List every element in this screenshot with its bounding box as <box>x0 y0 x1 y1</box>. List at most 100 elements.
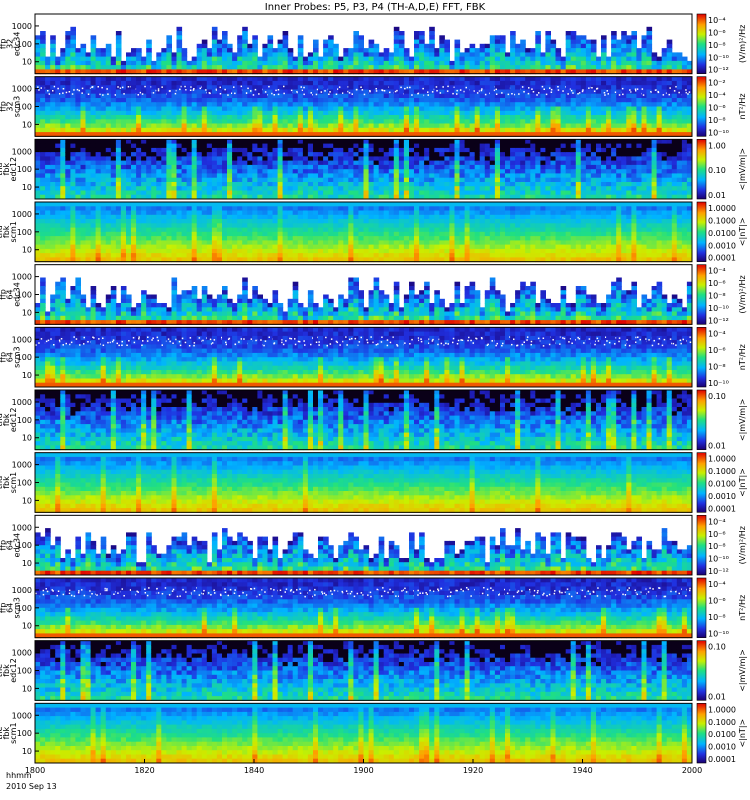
y-tick-label: 10 <box>22 559 32 568</box>
colorbar-tick-label: 10⁻¹⁰ <box>708 379 729 388</box>
colorbar-tick-label: 10⁻⁴ <box>708 517 726 526</box>
y-tick-label: 10 <box>22 684 32 693</box>
ylabel-line: tha <box>0 37 1 50</box>
colorbar-tick-label: 10⁻⁴ <box>708 267 726 276</box>
y-tick-label: 10 <box>22 246 32 255</box>
panel-ylabel: thaffp32scm3 <box>0 96 22 117</box>
x-tick-label: 1840 <box>244 766 264 775</box>
y-tick-label: 1000 <box>12 335 32 344</box>
x-axis: 1800 1820 1840 1900 1920 1940 2000 <box>25 759 702 775</box>
x-axis-label-date: 2010 Sep 13 <box>6 782 57 791</box>
colorbar-tick-label: 0.0001 <box>708 504 736 513</box>
y-tick-label: 1000 <box>12 461 32 470</box>
ylabel-line: the <box>0 664 4 677</box>
colorbar-label: (V/m)²/Hz <box>738 275 747 313</box>
ylabel-line: scm3 <box>13 346 22 367</box>
colorbar-label: <|mV/m|> <box>738 399 747 442</box>
ylabel-line: the <box>0 727 4 740</box>
colorbar-tick-label: 10⁻⁸ <box>708 41 726 50</box>
colorbar-label: <|nT|> <box>738 468 747 497</box>
panel-9: 100010010theffp64edc3410⁻⁴10⁻⁶10⁻⁸10⁻¹⁰1… <box>0 514 747 576</box>
colorbar-tick-label: 10⁻¹² <box>708 316 729 325</box>
ylabel-line: edc34 <box>13 533 22 558</box>
y-tick-label: 1000 <box>12 273 32 282</box>
colorbar-tick-label: 0.0100 <box>708 229 736 238</box>
y-tick-label: 100 <box>17 667 32 676</box>
colorbar-tick-label: 0.01 <box>708 692 726 701</box>
x-tick-label: 1800 <box>25 766 45 775</box>
ylabel-line: ffp <box>0 603 8 614</box>
colorbar-tick-label: 10⁻⁸ <box>708 362 726 371</box>
colorbar-tick-label: 0.0001 <box>708 755 736 764</box>
panel-ylabel: theffp64edc34 <box>0 533 22 558</box>
colorbar-label: nT²/Hz <box>738 344 747 370</box>
colorbar-tick-label: 0.01 <box>708 442 726 451</box>
colorbar-tick-label: 0.10 <box>708 392 726 401</box>
y-tick-label: 100 <box>17 604 32 613</box>
ylabel-line: tha <box>0 100 1 113</box>
colorbar <box>696 577 707 638</box>
y-tick-label: 100 <box>17 541 32 550</box>
ylabel-line: edc34 <box>13 32 22 57</box>
panel-2: 100010010thaffp32scm310⁻²10⁻⁴10⁻⁶10⁻⁸10⁻… <box>0 76 747 137</box>
colorbar-label: (V/m)²/Hz <box>738 526 747 564</box>
ylabel-line: fbk <box>2 225 11 238</box>
colorbar-tick-label: 10⁻¹⁰ <box>708 630 729 639</box>
colorbar-tick-label: 0.0100 <box>708 480 736 489</box>
colorbar <box>696 13 707 74</box>
colorbar-tick-label: 0.01 <box>708 191 726 200</box>
colorbar-tick-label: 10⁻⁸ <box>708 542 726 551</box>
colorbar <box>696 264 707 325</box>
y-tick-label: 10 <box>22 58 32 67</box>
ylabel-line: the <box>0 601 1 614</box>
colorbar-tick-label: 10⁻⁸ <box>708 292 726 301</box>
x-tick-label: 1900 <box>353 766 373 775</box>
panel-5: 100010010thdffp64edc3410⁻⁴10⁻⁶10⁻⁸10⁻¹⁰1… <box>0 264 747 325</box>
y-tick-label: 100 <box>17 228 32 237</box>
colorbar-tick-label: 10⁻² <box>708 79 726 88</box>
colorbar-tick-label: 10⁻⁸ <box>708 116 726 125</box>
y-tick-label: 10 <box>22 496 32 505</box>
y-tick-label: 100 <box>17 729 32 738</box>
panel-ylabel: theffp64scm3 <box>0 597 22 618</box>
ylabel-line: thd <box>0 413 4 426</box>
panel-group: 100010010thaffp32edc3410⁻⁴10⁻⁶10⁻⁸10⁻¹⁰1… <box>0 13 747 764</box>
panel-ylabel: thdffp64scm3 <box>0 346 22 367</box>
colorbar-tick-label: 10⁻⁶ <box>708 104 726 113</box>
colorbar-label: <|mV/m|> <box>738 148 747 191</box>
chart-title: Inner Probes: P5, P3, P4 (TH-A,D,E) FFT,… <box>265 2 486 13</box>
colorbar-tick-label: 10⁻⁶ <box>708 279 726 288</box>
ylabel-line: scm3 <box>13 96 22 117</box>
panel-ylabel: thaffp32edc34 <box>0 32 22 57</box>
ylabel-line: tha <box>0 163 4 176</box>
colorbar-tick-label: 10⁻¹² <box>708 66 729 75</box>
y-tick-label: 10 <box>22 622 32 631</box>
colorbar-tick-label: 10⁻¹⁰ <box>708 53 729 62</box>
colorbar-label: <|nT|> <box>738 719 747 748</box>
x-axis-label-hhmm: hhmm <box>6 771 32 780</box>
ylabel-line: fbk <box>2 476 11 489</box>
y-tick-label: 100 <box>17 479 32 488</box>
ylabel-line: ffp <box>0 101 8 112</box>
x-tick-label: 1940 <box>572 766 592 775</box>
colorbar-label: nT²/Hz <box>738 93 747 119</box>
ylabel-line: ffp <box>0 39 8 50</box>
colorbar <box>696 201 707 262</box>
ylabel-line: fbk <box>2 664 11 677</box>
ylabel-line: ffp <box>0 540 8 551</box>
colorbar-tick-label: 0.0010 <box>708 492 736 501</box>
ylabel-line: tha <box>0 225 4 238</box>
colorbar-tick-label: 1.00 <box>708 141 726 150</box>
colorbar <box>696 703 707 764</box>
colorbar-tick-label: 10⁻⁴ <box>708 91 726 100</box>
